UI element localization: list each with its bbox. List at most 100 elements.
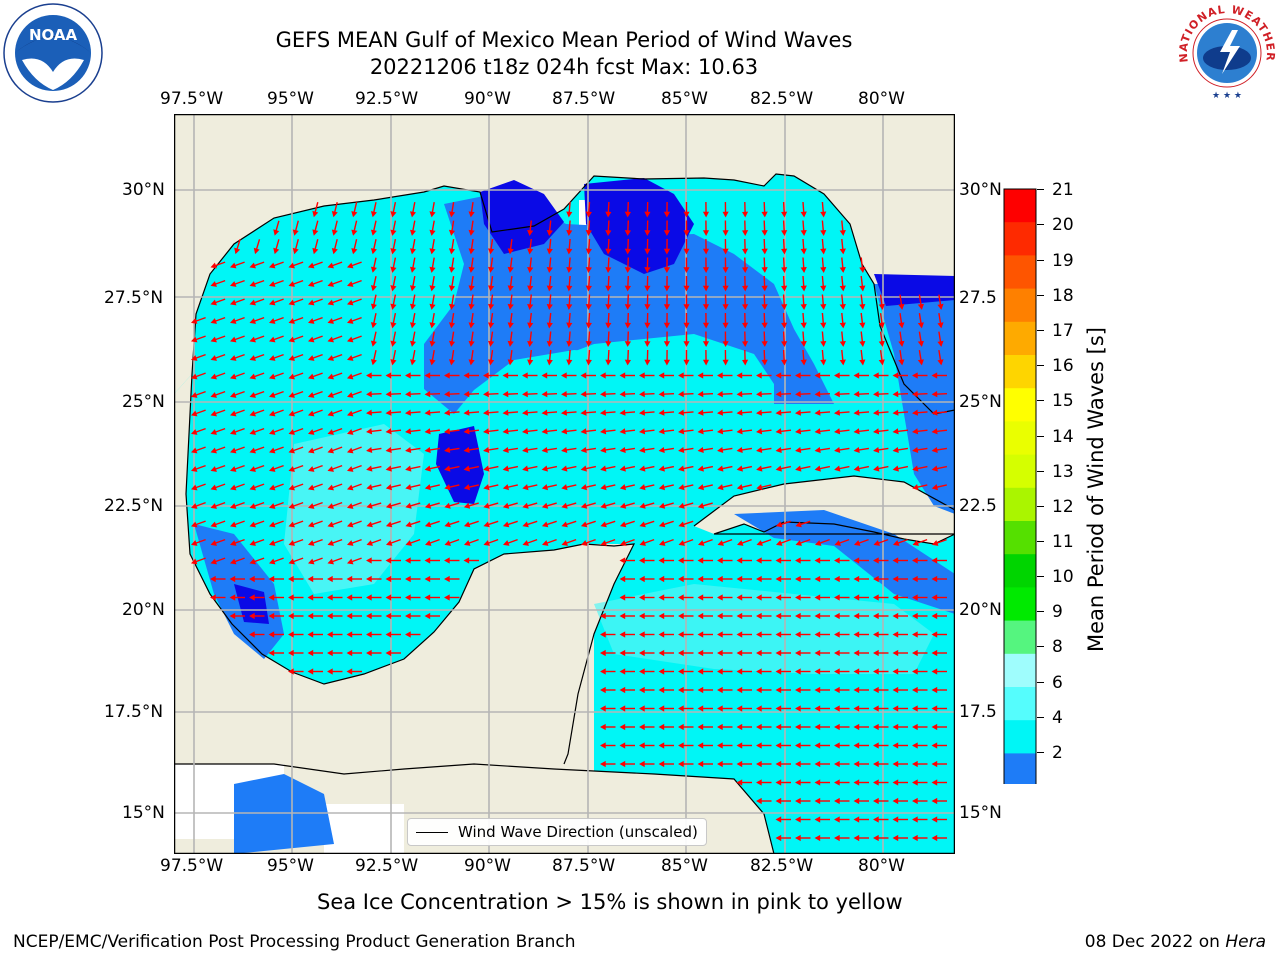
wave-direction-arrowhead: [527, 303, 534, 310]
wave-direction-arrowhead: [191, 318, 198, 324]
wave-direction-arrowhead: [781, 359, 788, 366]
wave-direction-arrowhead: [639, 484, 646, 491]
coastline-mexico: [185, 373, 636, 765]
wave-direction-arrowhead: [502, 484, 510, 491]
wave-direction-arrowhead: [269, 373, 276, 380]
wave-direction-arrowhead: [756, 779, 762, 786]
wave-direction-arrowhead: [312, 247, 319, 255]
wave-direction-arrowhead: [722, 322, 729, 329]
wave-direction-arrowhead: [366, 649, 372, 657]
wave-direction-arrowhead: [775, 834, 782, 842]
colorbar-tick-mark: [1037, 576, 1044, 577]
wave-direction-arrowhead: [619, 557, 626, 564]
mask-patch: [324, 804, 404, 854]
wave-direction-arrowhead: [210, 484, 217, 491]
wave-direction-arrowhead: [370, 303, 377, 310]
wave-direction-arrowhead: [892, 705, 899, 712]
wave-direction-arrowhead: [268, 612, 275, 620]
wave-direction-arrowhead: [717, 612, 723, 620]
wave-direction-arrowhead: [347, 373, 354, 380]
wave-direction-arrowhead: [736, 484, 744, 491]
wave-direction-arrowhead: [892, 465, 899, 472]
wave-direction-arrowhead: [761, 359, 768, 366]
wave-direction-arrowhead: [756, 668, 762, 675]
wave-direction-arrowhead: [600, 686, 606, 694]
wave-direction-arrowhead: [566, 267, 573, 273]
colorbar-tick-label: 12: [1052, 497, 1074, 517]
wave-direction-arrowhead: [327, 503, 334, 509]
wave-direction-arrowhead: [859, 359, 866, 366]
wave-direction-arrowhead: [912, 575, 918, 583]
wave-direction-arrowhead: [931, 484, 939, 491]
wave-direction-arrowhead: [853, 428, 860, 435]
wave-direction-arrowhead: [756, 409, 762, 416]
wave-direction-arrowhead: [931, 779, 938, 786]
wave-direction-arrowhead: [756, 612, 762, 620]
colorbar-segment: [1004, 454, 1036, 489]
wave-direction-arrowhead: [502, 502, 510, 509]
wave-direction-arrowhead: [390, 340, 397, 347]
wave-direction-arrowhead: [269, 466, 276, 472]
wave-direction-arrowhead: [702, 341, 710, 347]
wave-direction-arrowhead: [230, 299, 237, 306]
wave-direction-arrowhead: [483, 465, 490, 472]
wave-direction-arrowhead: [859, 340, 866, 347]
wave-direction-arrowhead: [658, 668, 665, 675]
wave-direction-arrowhead: [814, 631, 821, 638]
colorbar-tick-mark: [1037, 260, 1044, 261]
wave-direction-arrowhead: [488, 359, 495, 366]
wave-direction-arrowhead: [639, 760, 645, 768]
wave-direction-arrowhead: [502, 409, 509, 416]
wave-direction-arrowhead: [468, 359, 475, 366]
wave-direction-arrowhead: [717, 409, 723, 416]
wave-direction-arrowhead: [269, 558, 276, 565]
wave-direction-arrowhead: [795, 686, 801, 694]
lat-label-left: 30°N: [122, 180, 165, 200]
wave-direction-arrowhead: [736, 742, 743, 749]
wave-direction-arrowhead: [834, 631, 840, 638]
wave-direction-arrowhead: [892, 779, 899, 786]
wave-direction-arrowhead: [878, 340, 885, 347]
wave-direction-arrowhead: [347, 318, 354, 324]
wave-direction-arrowhead: [288, 612, 294, 620]
wave-direction-arrowhead: [273, 229, 280, 236]
colorbar-segment: [1004, 653, 1036, 688]
wave-direction-arrowhead: [658, 631, 665, 638]
wave-direction-arrowhead: [619, 668, 626, 675]
wave-direction-arrowhead: [756, 465, 763, 472]
wave-direction-arrowhead: [191, 540, 198, 546]
wave-direction-arrowhead: [370, 322, 377, 329]
wave-direction-arrowhead: [873, 705, 879, 712]
wave-direction-arrowhead: [502, 390, 509, 398]
wave-direction-arrowhead: [327, 484, 334, 491]
contour-deep-blue-4: [234, 584, 269, 624]
wave-direction-arrowhead: [327, 373, 334, 380]
wave-direction-arrowhead: [288, 447, 295, 454]
wave-direction-arrowhead: [546, 229, 553, 236]
wave-direction-arrowhead: [814, 575, 821, 583]
wave-direction-arrowhead: [873, 668, 879, 675]
colorbar-label: Mean Period of Wind Waves [s]: [1084, 327, 1108, 652]
wave-direction-arrowhead: [522, 428, 529, 435]
lon-label-top: 95°W: [267, 89, 314, 109]
wave-direction-arrowhead: [639, 502, 646, 509]
wave-direction-arrowhead: [483, 409, 489, 416]
wave-direction-arrowhead: [463, 446, 470, 453]
footer-host: Hera: [1225, 932, 1266, 952]
wave-direction-arrowhead: [678, 686, 684, 694]
wave-direction-arrowhead: [678, 521, 685, 528]
wave-direction-arrowhead: [931, 668, 938, 675]
wave-direction-arrowhead: [722, 248, 729, 255]
colorbar-tick-mark: [1037, 541, 1044, 542]
wave-direction-arrowhead: [600, 465, 607, 472]
wave-direction-arrowhead: [697, 390, 704, 398]
wave-direction-arrowhead: [722, 230, 729, 236]
wave-direction-arrowhead: [814, 686, 821, 694]
wave-direction-arrowhead: [448, 340, 456, 347]
wave-direction-arrowhead: [327, 649, 333, 657]
wave-direction-arrowhead: [853, 816, 860, 823]
wave-direction-arrowhead: [312, 210, 319, 218]
wave-direction-arrowhead: [405, 540, 412, 546]
wave-direction-arrowhead: [834, 779, 840, 786]
wave-direction-arrowhead: [210, 540, 217, 546]
